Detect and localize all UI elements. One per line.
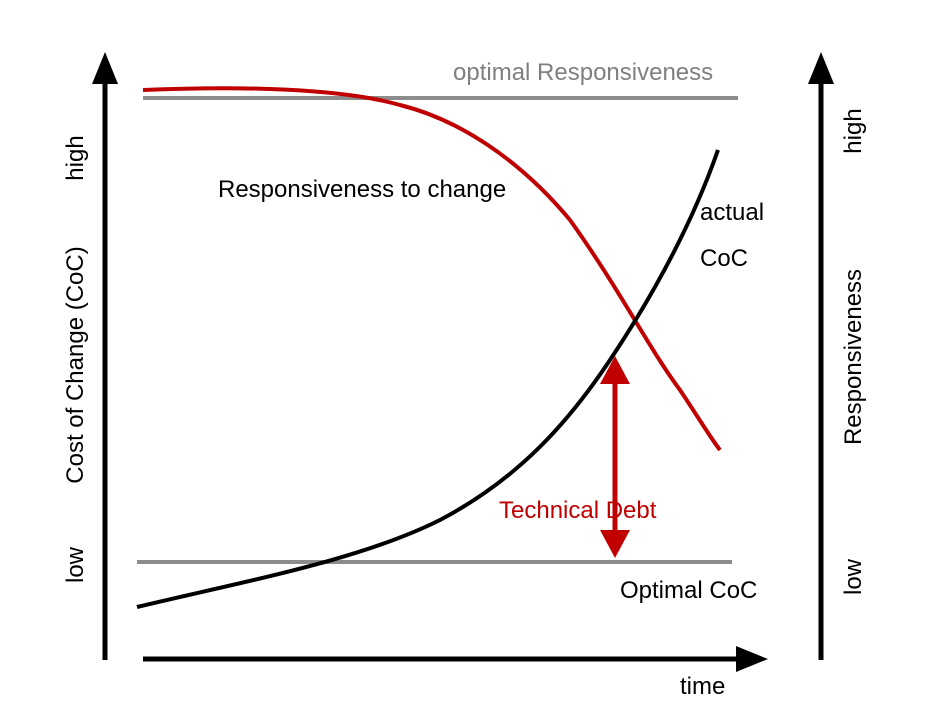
left-axis-high-label: high [62,135,89,180]
right-axis-low-label: low [840,558,867,595]
responsiveness-curve [142,86,722,452]
responsiveness-to-change-label: Responsiveness to change [218,176,506,203]
optimal-coc-label: Optimal CoC [620,577,757,604]
right-axis-high-label: high [840,108,867,153]
optimal-responsiveness-label: optimal Responsiveness [453,59,713,86]
right-axis-title: Responsiveness [840,269,867,445]
coc-label: CoC [700,245,748,272]
left-axis-low-label: low [62,546,89,583]
actual-coc-curve [136,149,720,609]
technical-debt-arrowhead-down [600,530,630,558]
technical-debt-label: Technical Debt [499,497,657,524]
time-axis-arrowhead [736,646,768,672]
left-axis-arrowhead [92,52,118,84]
time-label: time [680,673,725,700]
technical-debt-arrowhead-up [600,356,630,384]
actual-label: actual [700,199,764,226]
right-axis-arrowhead [808,52,834,84]
left-axis-title: Cost of Change (CoC) [62,246,89,483]
